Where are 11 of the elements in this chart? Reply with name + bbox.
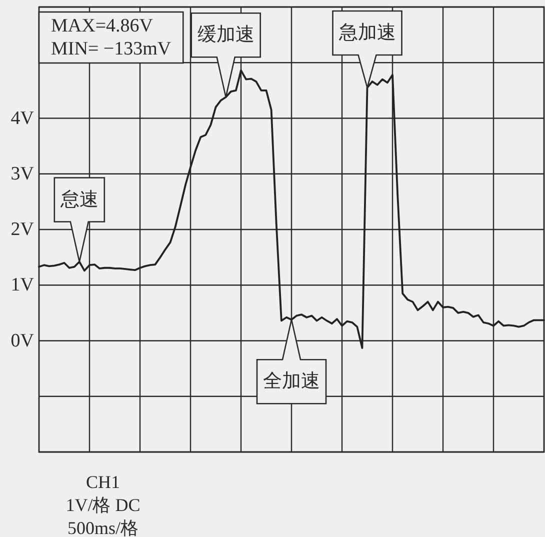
annotation: 急加速: [338, 22, 396, 44]
y-tick-label: 3V: [10, 163, 34, 184]
annotation: 缓加速: [197, 24, 254, 46]
annotation: 怠速: [59, 189, 98, 210]
y-tick-label: 0V: [10, 330, 34, 352]
annotation: MAX=4.86V MIN= −133mV: [51, 16, 172, 60]
text: CH1 1V/格 DC 500ms/格: [66, 472, 140, 537]
y-tick-label: 4V: [10, 108, 34, 129]
y-tick-label: 2V: [10, 219, 34, 240]
y-tick-label: 1V: [10, 274, 34, 296]
annotation: 全加速: [263, 371, 320, 392]
